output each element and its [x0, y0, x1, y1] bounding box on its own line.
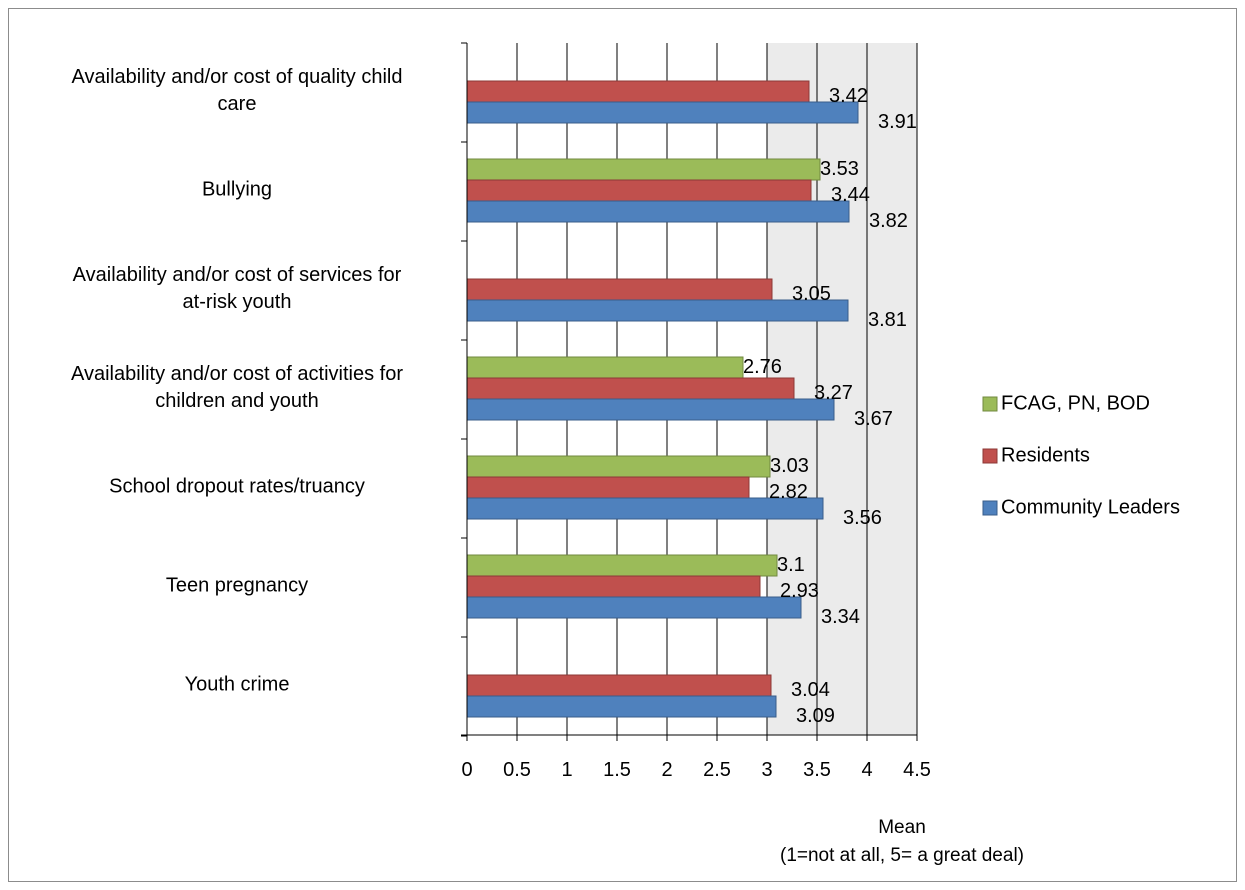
bar-residents-0: [466, 80, 810, 103]
value-label: 3.81: [868, 309, 907, 331]
x-tick-label: 0.5: [503, 759, 531, 781]
bar-community-leaders-5: [466, 596, 802, 619]
x-tick-label: 4: [861, 759, 872, 781]
x-tick-label: 1.5: [603, 759, 631, 781]
axes: [461, 42, 918, 741]
x-tick-labels: 0 0.5 1 1.5 2 2.5 3 3.5 4 4.5: [461, 759, 930, 781]
value-label: 3.1: [777, 554, 805, 576]
category-label: Bullying: [202, 178, 272, 200]
x-tick-label: 4.5: [903, 759, 931, 781]
value-label: 3.67: [854, 408, 893, 430]
bar-residents-2: [466, 278, 773, 301]
legend: FCAG, PN, BOD Residents Community Leaders: [982, 392, 1180, 518]
legend-swatch: [982, 396, 998, 412]
x-tick-label: 3.5: [803, 759, 831, 781]
x-tick-label: 1: [561, 759, 572, 781]
value-label: 2.82: [769, 481, 808, 503]
value-label: 3.27: [814, 382, 853, 404]
bar-community-leaders-2: [466, 299, 849, 322]
value-label: 3.04: [791, 679, 830, 701]
value-label: 3.34: [821, 606, 860, 628]
category-label: School dropout rates/truancy: [109, 475, 365, 497]
bar-residents-6: [466, 674, 772, 697]
bar-residents-5: [466, 575, 761, 598]
bar-fcag-pn-bod-1: [466, 158, 821, 181]
value-label: 3.03: [770, 455, 809, 477]
bar-residents-1: [466, 179, 812, 202]
x-tick-label: 2: [661, 759, 672, 781]
value-label: 3.05: [792, 283, 831, 305]
bar-residents-3: [466, 377, 795, 400]
legend-label: Community Leaders: [1001, 496, 1180, 518]
category-label: Youth crime: [185, 673, 290, 695]
x-tick-label: 2.5: [703, 759, 731, 781]
category-label: Teen pregnancy: [166, 574, 308, 596]
bar-community-leaders-0: [466, 101, 859, 124]
legend-swatch: [982, 500, 998, 516]
bar-community-leaders-6: [466, 695, 777, 718]
category-label: Availability and/or cost of services for…: [73, 264, 402, 313]
legend-swatch: [982, 448, 998, 464]
bar-fcag-pn-bod-4: [466, 455, 771, 478]
value-label: 3.82: [869, 210, 908, 232]
category-label: Availability and/or cost of quality chil…: [72, 66, 403, 115]
x-tick-label: 0: [461, 759, 472, 781]
x-axis-title-line: Mean: [878, 817, 926, 838]
value-labels: 3.42 3.91 3.53 3.44 3.82 3.05 3.81 2.76 3.273.67…: [743, 85, 917, 727]
x-axis-title: Mean (1=not at all, 5= a great deal): [780, 817, 1024, 866]
value-label: 3.53: [820, 158, 859, 180]
category-labels: Availability and/or cost of quality chil…: [71, 66, 403, 696]
value-label: 3.09: [796, 705, 835, 727]
bar-fcag-pn-bod-5: [466, 554, 778, 577]
x-tick-label: 3: [761, 759, 772, 781]
value-label: 2.93: [780, 580, 819, 602]
bar-community-leaders-3: [466, 398, 835, 421]
bars: [466, 80, 859, 718]
category-label: Availability and/or cost of activities f…: [71, 363, 403, 412]
bar-community-leaders-1: [466, 200, 850, 223]
value-label: 3.42: [829, 85, 868, 107]
value-label: 2.76: [743, 356, 782, 378]
chart-frame: [8, 8, 1237, 882]
value-label: 3.91: [878, 111, 917, 133]
bar-residents-4: [466, 476, 750, 499]
bar-fcag-pn-bod-3: [466, 356, 744, 379]
value-label: 3.56: [843, 507, 882, 529]
legend-label: FCAG, PN, BOD: [1001, 392, 1150, 414]
x-axis-title-line: (1=not at all, 5= a great deal): [780, 845, 1024, 866]
value-label: 3.44: [831, 184, 870, 206]
legend-label: Residents: [1001, 444, 1090, 466]
